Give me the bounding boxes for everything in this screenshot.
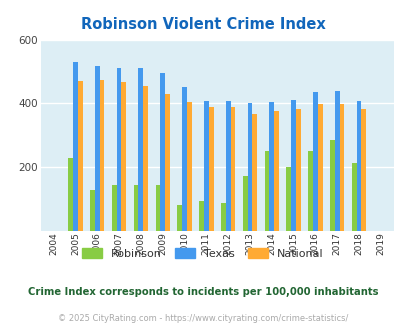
Bar — [225, 101, 230, 231]
Bar — [177, 206, 182, 231]
Bar — [329, 140, 334, 231]
Bar — [155, 185, 160, 231]
Bar — [208, 107, 213, 231]
Bar — [295, 109, 300, 231]
Bar — [307, 151, 312, 231]
Bar — [121, 82, 126, 231]
Bar — [334, 91, 339, 231]
Bar — [312, 92, 317, 231]
Bar — [360, 109, 365, 231]
Bar — [116, 68, 121, 231]
Bar — [112, 185, 116, 231]
Bar — [73, 62, 78, 231]
Bar — [273, 111, 278, 231]
Bar — [356, 101, 360, 231]
Bar — [95, 66, 100, 231]
Bar — [198, 201, 203, 231]
Bar — [252, 114, 256, 231]
Bar — [203, 101, 208, 231]
Bar — [230, 107, 235, 231]
Bar — [78, 82, 83, 231]
Bar — [143, 85, 148, 231]
Bar — [133, 185, 138, 231]
Bar — [247, 103, 252, 231]
Bar — [138, 68, 143, 231]
Text: Robinson Violent Crime Index: Robinson Violent Crime Index — [81, 17, 324, 32]
Bar — [186, 102, 191, 231]
Bar — [290, 100, 295, 231]
Bar — [351, 163, 356, 231]
Bar — [90, 189, 95, 231]
Bar — [68, 158, 73, 231]
Bar — [100, 80, 104, 231]
Bar — [317, 104, 322, 231]
Legend: Robinson, Texas, National: Robinson, Texas, National — [78, 244, 327, 263]
Text: © 2025 CityRating.com - https://www.cityrating.com/crime-statistics/: © 2025 CityRating.com - https://www.city… — [58, 314, 347, 323]
Bar — [264, 150, 269, 231]
Bar — [165, 94, 169, 231]
Bar — [339, 104, 343, 231]
Bar — [182, 87, 186, 231]
Bar — [242, 176, 247, 231]
Bar — [160, 73, 165, 231]
Bar — [269, 102, 273, 231]
Text: Crime Index corresponds to incidents per 100,000 inhabitants: Crime Index corresponds to incidents per… — [28, 287, 377, 297]
Bar — [286, 167, 290, 231]
Bar — [220, 203, 225, 231]
